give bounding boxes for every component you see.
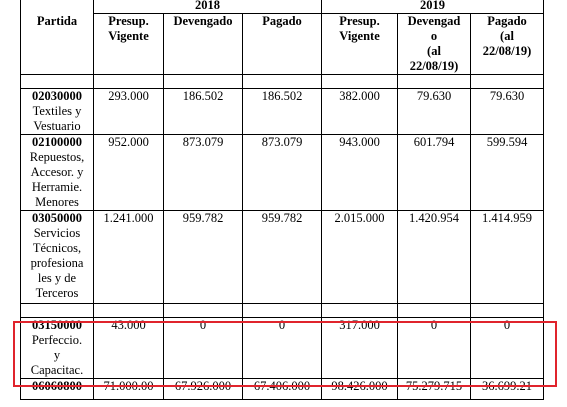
value-cell: 317.000 <box>321 317 398 379</box>
value-cell: 1.414.959 <box>470 210 544 304</box>
partida-cell: 03150000 Perfeccio. y Capacitac. <box>20 317 94 379</box>
value-cell: 67.926.000 <box>163 378 243 400</box>
value-cell: 0 <box>397 317 471 379</box>
value-cell: 943.000 <box>321 134 398 211</box>
value-cell: 293.000 <box>93 88 164 135</box>
budget-table: 2018 2019 Partida Presup. Vigente Deveng… <box>20 0 544 400</box>
pagado-2019-header: Pagado (al 22/08/19) <box>470 13 544 75</box>
spacer-row <box>20 74 544 89</box>
value-cell: 43.000 <box>93 317 164 379</box>
value-cell: 186.502 <box>242 88 322 135</box>
partida-cell: 06060800 <box>20 378 94 400</box>
partida-cell: 03050000 Servicios Técnicos, profesiona l… <box>20 210 94 304</box>
column-header-row: Partida Presup. Vigente Devengado Pagado… <box>20 13 544 75</box>
value-cell: 959.782 <box>163 210 243 304</box>
value-cell: 1.420.954 <box>397 210 471 304</box>
table-row: 02100000 Repuestos, Accesor. y Herramie. … <box>20 134 544 211</box>
pagado-2018-header: Pagado <box>242 13 322 75</box>
presup-2018-header: Presup. Vigente <box>93 13 164 75</box>
value-cell: 0 <box>470 317 544 379</box>
value-cell: 0 <box>242 317 322 379</box>
partida-cell: 02030000 Textiles y Vestuario <box>20 88 94 135</box>
value-cell: 599.594 <box>470 134 544 211</box>
value-cell: 67.406.000 <box>242 378 322 400</box>
table-row: 03150000 Perfeccio. y Capacitac. 43.000 0… <box>20 317 544 379</box>
partida-cell: 02100000 Repuestos, Accesor. y Herramie. … <box>20 134 94 211</box>
year-2018-header: 2018 <box>93 0 322 14</box>
value-cell: 79.630 <box>397 88 471 135</box>
value-cell: 2.015.000 <box>321 210 398 304</box>
value-cell: 382.000 <box>321 88 398 135</box>
value-cell: 71.000.00 <box>93 378 164 400</box>
value-cell: 79.630 <box>470 88 544 135</box>
value-cell: 0 <box>163 317 243 379</box>
table-row: 06060800 71.000.00 67.926.000 67.406.000… <box>20 378 544 400</box>
table-row: 03050000 Servicios Técnicos, profesiona l… <box>20 210 544 304</box>
value-cell: 186.502 <box>163 88 243 135</box>
value-cell: 75.279.715 <box>397 378 471 400</box>
year-2019-header: 2019 <box>321 0 544 14</box>
value-cell: 36.699.21 <box>470 378 544 400</box>
value-cell: 1.241.000 <box>93 210 164 304</box>
value-cell: 601.794 <box>397 134 471 211</box>
value-cell: 98.426.000 <box>321 378 398 400</box>
partida-header-blank <box>20 0 94 14</box>
value-cell: 959.782 <box>242 210 322 304</box>
table-row: 02030000 Textiles y Vestuario 293.000 186… <box>20 88 544 135</box>
value-cell: 873.079 <box>242 134 322 211</box>
devengado-2019-header: Devengad o (al 22/08/19) <box>397 13 471 75</box>
year-header-row: 2018 2019 <box>20 0 544 14</box>
devengado-2018-header: Devengado <box>163 13 243 75</box>
partida-header: Partida <box>20 13 94 75</box>
spacer-row <box>20 303 544 318</box>
presup-2019-header: Presup. Vigente <box>321 13 398 75</box>
value-cell: 873.079 <box>163 134 243 211</box>
value-cell: 952.000 <box>93 134 164 211</box>
